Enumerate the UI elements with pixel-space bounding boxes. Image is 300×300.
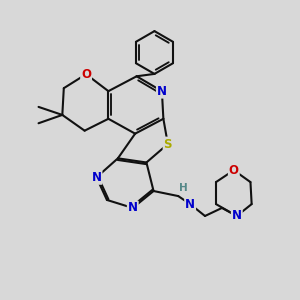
Text: O: O xyxy=(81,68,91,81)
Text: N: N xyxy=(157,85,167,98)
Text: N: N xyxy=(128,202,138,214)
Text: N: N xyxy=(92,171,101,184)
Text: O: O xyxy=(229,164,239,177)
Text: N: N xyxy=(232,209,242,223)
Text: H: H xyxy=(179,183,188,193)
Text: S: S xyxy=(164,138,172,151)
Text: N: N xyxy=(185,198,195,211)
